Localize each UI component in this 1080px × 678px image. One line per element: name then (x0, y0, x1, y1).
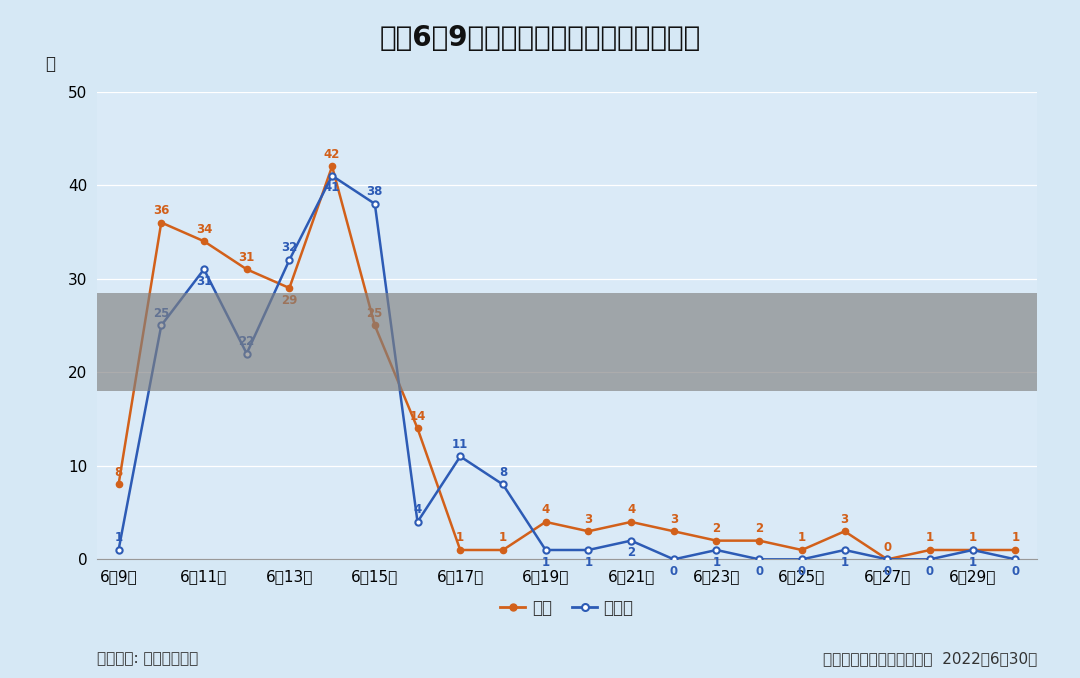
Text: 0: 0 (926, 565, 934, 578)
Text: 1: 1 (798, 532, 806, 544)
Text: 0: 0 (1011, 565, 1020, 578)
Text: 2: 2 (755, 522, 764, 535)
Text: 例: 例 (45, 55, 55, 73)
Text: 3: 3 (840, 513, 849, 525)
Text: 4: 4 (414, 503, 421, 517)
Text: 0: 0 (883, 541, 891, 554)
Text: 1: 1 (499, 532, 507, 544)
Text: 3: 3 (670, 513, 678, 525)
Text: 31: 31 (239, 251, 255, 264)
Text: 制作：北京日报微信公众号  2022年6月30日: 制作：北京日报微信公众号 2022年6月30日 (823, 652, 1037, 666)
Text: 1: 1 (926, 532, 934, 544)
Text: 42: 42 (324, 148, 340, 161)
Text: 1: 1 (713, 555, 720, 569)
Legend: 确诊, 无症状: 确诊, 无症状 (494, 592, 640, 624)
Text: 29: 29 (281, 294, 298, 306)
Text: 0: 0 (755, 565, 764, 578)
Text: 14: 14 (409, 410, 426, 423)
Text: 北京6月9日以来每日新增本土感染者情况: 北京6月9日以来每日新增本土感染者情况 (379, 24, 701, 52)
Text: 32: 32 (281, 241, 297, 254)
Text: 38: 38 (366, 185, 383, 198)
Bar (97, 293, 1037, 391)
Text: 1: 1 (1011, 532, 1020, 544)
Text: 8: 8 (499, 466, 508, 479)
Text: 34: 34 (195, 222, 212, 236)
Text: 1: 1 (456, 532, 464, 544)
Text: 25: 25 (153, 307, 170, 320)
Text: 1: 1 (969, 555, 976, 569)
Text: 4: 4 (541, 503, 550, 517)
Text: 8: 8 (114, 466, 123, 479)
Text: 0: 0 (670, 565, 678, 578)
Text: 3: 3 (584, 513, 593, 525)
Text: 0: 0 (798, 565, 806, 578)
Text: 数据来源: 北京市卫健委: 数据来源: 北京市卫健委 (97, 652, 199, 666)
Text: 1: 1 (840, 555, 849, 569)
Text: 22: 22 (239, 335, 255, 348)
Text: 1: 1 (541, 555, 550, 569)
Text: 1: 1 (584, 555, 593, 569)
Text: 31: 31 (195, 275, 212, 288)
Text: 1: 1 (969, 532, 976, 544)
Text: 25: 25 (366, 307, 383, 320)
Text: 11: 11 (453, 438, 469, 451)
Text: 0: 0 (883, 565, 891, 578)
Text: 36: 36 (153, 204, 170, 217)
Text: 41: 41 (324, 181, 340, 195)
Text: 2: 2 (713, 522, 720, 535)
Text: 2: 2 (627, 546, 635, 559)
Text: 1: 1 (114, 532, 123, 544)
Text: 4: 4 (626, 503, 635, 517)
